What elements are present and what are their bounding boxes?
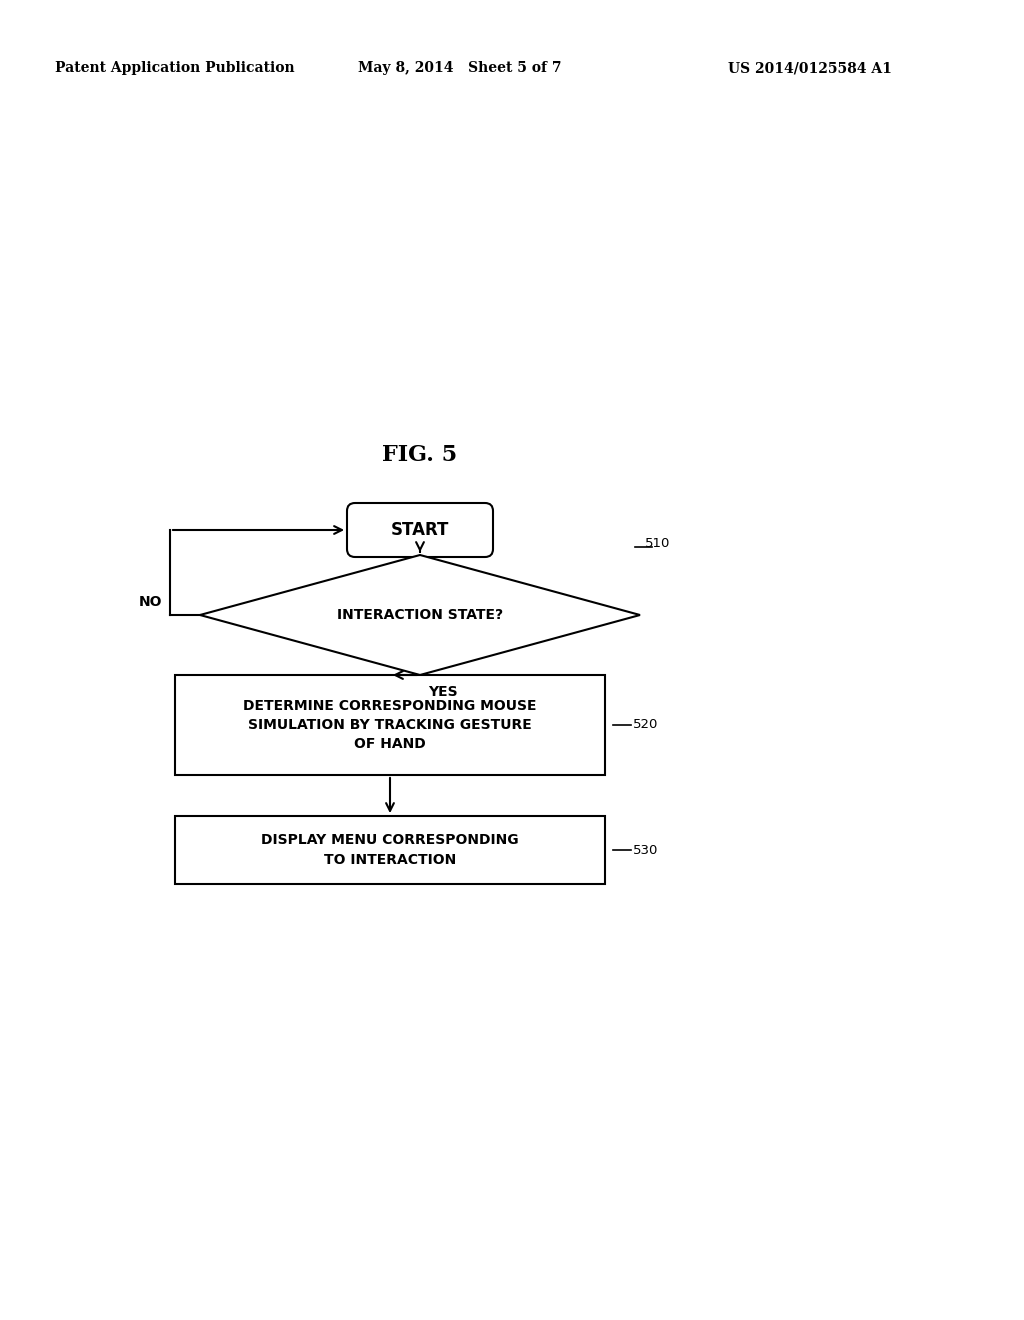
Text: DETERMINE CORRESPONDING MOUSE
SIMULATION BY TRACKING GESTURE
OF HAND: DETERMINE CORRESPONDING MOUSE SIMULATION…	[244, 698, 537, 751]
Text: DISPLAY MENU CORRESPONDING
TO INTERACTION: DISPLAY MENU CORRESPONDING TO INTERACTIO…	[261, 833, 519, 867]
Bar	[175, 675, 605, 775]
Text: FIG. 5: FIG. 5	[382, 444, 458, 466]
Bar	[175, 816, 605, 884]
Text: NO: NO	[138, 595, 162, 609]
FancyBboxPatch shape	[347, 503, 493, 557]
Text: YES: YES	[428, 685, 458, 700]
Text: 520: 520	[633, 718, 658, 731]
Polygon shape	[200, 554, 640, 675]
Text: 510: 510	[645, 537, 671, 550]
Text: US 2014/0125584 A1: US 2014/0125584 A1	[728, 61, 892, 75]
Text: Patent Application Publication: Patent Application Publication	[55, 61, 295, 75]
Text: May 8, 2014   Sheet 5 of 7: May 8, 2014 Sheet 5 of 7	[358, 61, 562, 75]
Text: START: START	[391, 521, 450, 539]
Text: INTERACTION STATE?: INTERACTION STATE?	[337, 609, 503, 622]
Text: 530: 530	[633, 843, 658, 857]
